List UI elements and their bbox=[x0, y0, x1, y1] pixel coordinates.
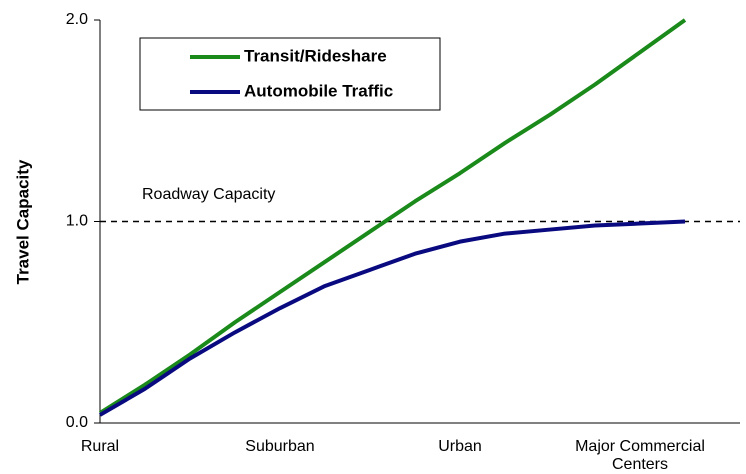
x-tick-label: Rural bbox=[80, 438, 120, 455]
x-tick-label: Major Commercial Centers bbox=[575, 438, 705, 473]
legend-box bbox=[139, 37, 441, 111]
y-tick-label: 1.0 bbox=[66, 213, 88, 230]
series-line bbox=[98, 219, 686, 417]
y-tick-label: 2.0 bbox=[66, 11, 88, 28]
y-axis-label: Travel Capacity bbox=[13, 159, 32, 284]
legend-label: Automobile Traffic bbox=[244, 81, 393, 100]
legend-label: Transit/Rideshare bbox=[244, 46, 387, 65]
y-tick-label: 0.0 bbox=[66, 414, 88, 431]
series-line bbox=[98, 18, 687, 415]
x-tick-label: Suburban bbox=[245, 438, 315, 455]
annotation: Roadway Capacity bbox=[142, 186, 275, 203]
x-tick-label: Urban bbox=[438, 438, 482, 455]
